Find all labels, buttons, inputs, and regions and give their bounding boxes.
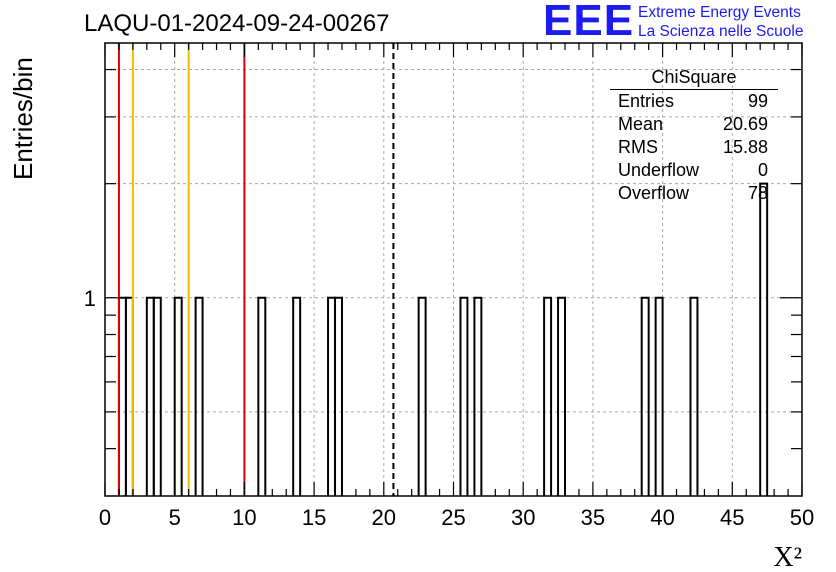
stat-label: RMS [618,137,658,157]
x-tick-label: 5 [169,505,181,530]
x-tick-label: 15 [302,505,326,530]
stat-value: 20.69 [722,114,768,134]
stat-label: Underflow [618,160,700,180]
stat-row-mean: Mean 20.69 [610,113,778,136]
stat-label: Mean [618,114,664,134]
x-tick-label: 25 [441,505,465,530]
x-axis-label: X² [773,542,802,572]
logo-mark: EEE [543,0,635,45]
x-tick-label: 30 [511,505,535,530]
histogram-bin [257,296,267,496]
x-tick-label: 40 [650,505,674,530]
stat-value: 15.88 [722,137,768,157]
histogram-bin [292,296,302,496]
histogram-bin [759,182,769,496]
stat-row-underflow: Underflow 0 [610,159,778,182]
x-tick-label: 20 [372,505,396,530]
x-tick-label: 35 [581,505,605,530]
histogram-bin [689,296,699,496]
stat-value: 78 [747,183,768,203]
histogram-bin [557,296,567,496]
histogram-bin [194,296,204,496]
stat-value: 0 [757,160,768,180]
x-tick-label: 0 [99,505,111,530]
histogram-bin [459,296,469,496]
histogram-bin [152,296,162,496]
stat-label: Overflow [618,183,690,203]
histogram-bin [173,296,183,496]
histogram-bin [640,296,650,496]
histogram-bin [543,296,553,496]
stat-value: 99 [747,91,768,111]
x-tick-label: 45 [720,505,744,530]
stats-box-title: ChiSquare [610,66,778,90]
eee-logo: EEE Extreme Energy Events La Scienza nel… [543,0,833,45]
histogram-bin [117,296,127,496]
logo-line-2: La Scienza nelle Scuole [638,23,804,40]
histogram-bin [124,296,134,496]
y-axis-label: Entries/bin [8,57,38,180]
logo-line-1: Extreme Energy Events [638,4,801,21]
histogram-bin [417,296,427,496]
histogram-bin [327,296,337,496]
x-tick-label: 10 [232,505,256,530]
chart-title: LAQU-01-2024-09-24-00267 [84,10,390,37]
histogram-bin [473,296,483,496]
histogram-bin [145,296,155,496]
histogram-bin [334,296,343,496]
stat-row-rms: RMS 15.88 [610,136,778,159]
x-tick-label: 50 [790,505,814,530]
stat-row-overflow: Overflow 78 [610,182,778,205]
histogram-bin [654,296,664,496]
stats-box: ChiSquare Entries 99 Mean 20.69 RMS 15.8… [610,66,778,205]
stat-label: Entries [618,91,675,111]
stat-row-entries: Entries 99 [610,90,778,113]
y-tick-label: 1 [84,286,96,311]
